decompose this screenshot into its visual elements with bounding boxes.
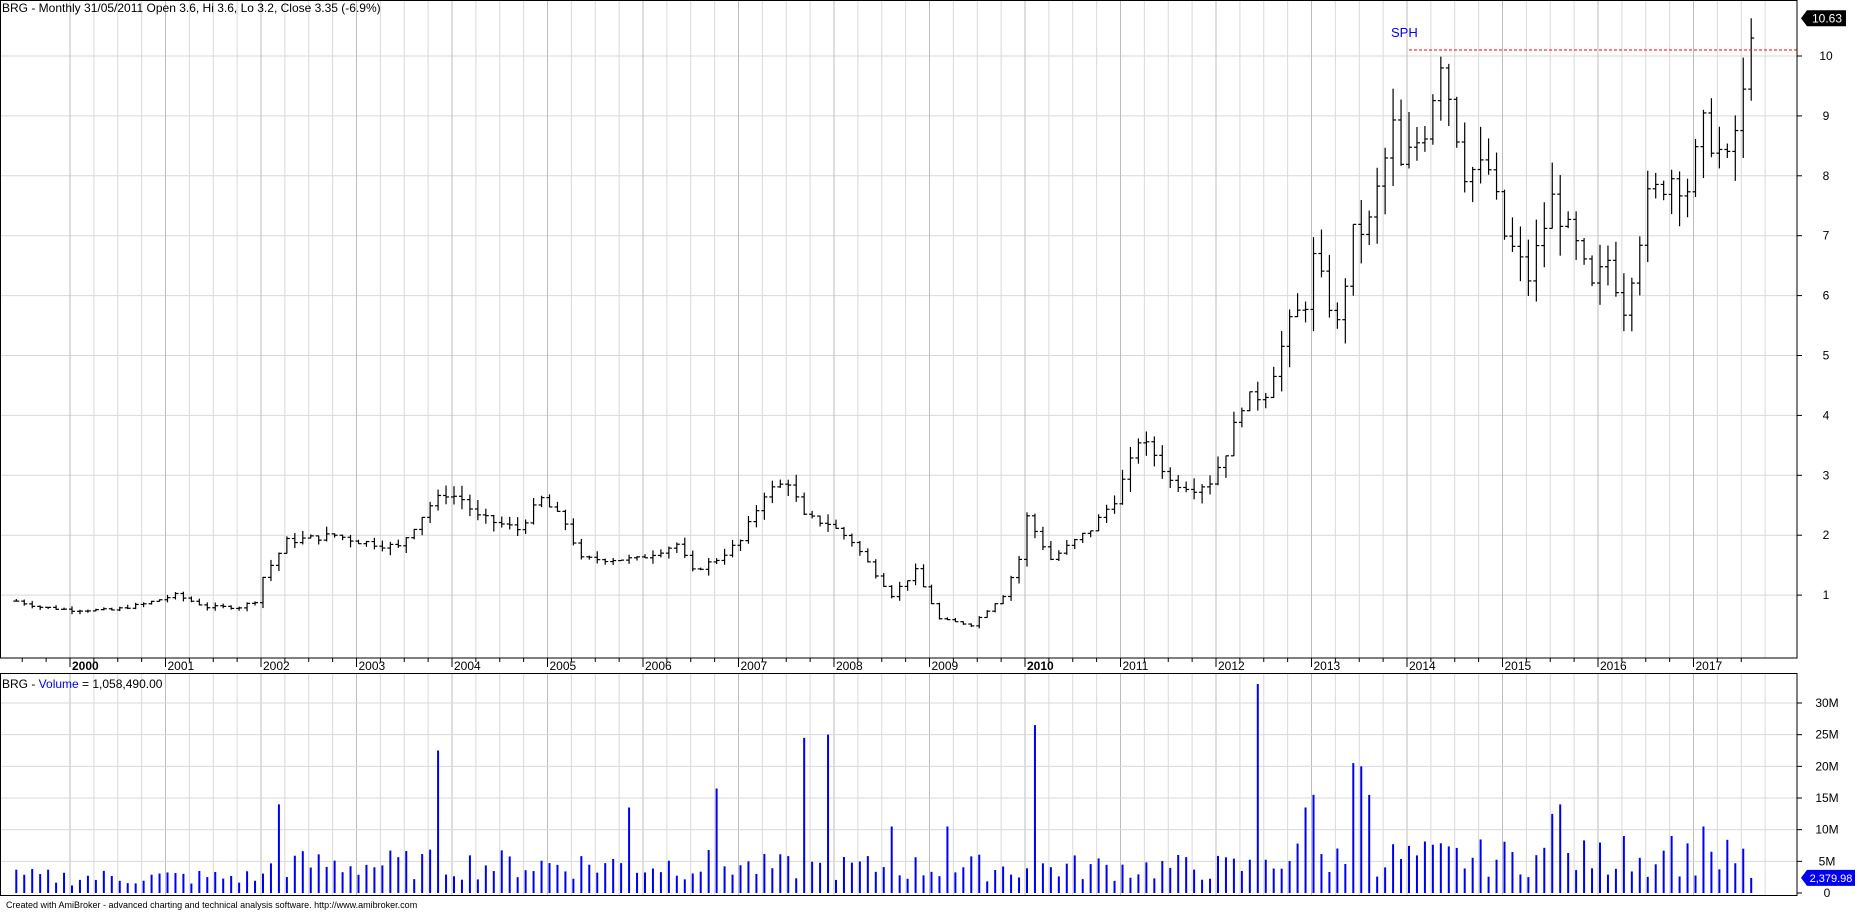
footer-credit: Created with AmiBroker - advanced charti… <box>6 900 418 910</box>
price-axis-label: 3 <box>1823 468 1830 482</box>
volume-prefix: BRG - <box>2 677 39 691</box>
price-pane-title: BRG - Monthly 31/05/2011 Open 3.6, Hi 3.… <box>2 1 381 15</box>
year-axis-label: 2002 <box>263 659 290 673</box>
volume-value: = 1,058,490.00 <box>78 677 163 691</box>
volume-bars <box>15 684 1753 893</box>
price-axis-label: 11 <box>1820 0 1833 3</box>
year-axis-label: 2012 <box>1218 659 1245 673</box>
year-axis-label: 2011 <box>1123 659 1149 673</box>
price-axis-label: 2 <box>1823 528 1830 542</box>
year-axis-label: 2017 <box>1696 659 1723 673</box>
year-axis-label: 2008 <box>836 659 863 673</box>
year-axis-label: 2016 <box>1600 659 1627 673</box>
last-price-label: 10.63 <box>1812 11 1842 25</box>
price-axis-label: 1 <box>1823 588 1830 602</box>
year-axis-label: 2013 <box>1314 659 1341 673</box>
year-axis-label: 2009 <box>932 659 959 673</box>
price-pane-frame <box>0 0 1798 659</box>
volume-axis-label: 25M <box>1815 728 1838 742</box>
volume-axis-label: 15M <box>1815 791 1838 805</box>
year-axis-label: 2001 <box>168 659 195 673</box>
price-axis-label: 7 <box>1823 229 1830 243</box>
volume-axis-label: 5M <box>1819 854 1836 868</box>
volume-axis-label: 0 <box>1824 886 1831 900</box>
year-axis-label: 2014 <box>1409 659 1436 673</box>
year-axis-label: 2003 <box>359 659 386 673</box>
volume-axis-label: 30M <box>1815 696 1838 710</box>
price-axis-label: 10 <box>1819 49 1833 63</box>
volume-series-name: Volume <box>38 677 79 691</box>
price-axis-label: 5 <box>1823 349 1830 363</box>
year-axis-label: 2007 <box>741 659 768 673</box>
last-volume-badge <box>1801 869 1855 886</box>
price-axis-label: 9 <box>1823 109 1830 123</box>
year-axis-label: 2015 <box>1505 659 1532 673</box>
volume-axis-label: 10M <box>1815 823 1838 837</box>
price-axis-label: 4 <box>1823 408 1830 422</box>
price-axis-label: 6 <box>1823 289 1830 303</box>
price-axis-label: 8 <box>1823 169 1830 183</box>
last-volume-label: 2,379.98 <box>1810 873 1853 885</box>
year-axis-label: 2005 <box>550 659 577 673</box>
year-axis-label: 2004 <box>454 659 481 673</box>
volume-pane-title: BRG - Volume = 1,058,490.00 <box>2 677 162 691</box>
year-axis-label: 2006 <box>645 659 672 673</box>
volume-axis-label: 20M <box>1815 759 1838 773</box>
year-axis-label: 2000 <box>72 659 99 673</box>
year-axis-label: 2010 <box>1027 659 1054 673</box>
price-bars: SPH <box>13 18 1797 629</box>
grid-lines <box>1 1 1797 895</box>
last-price-badge <box>1801 10 1846 27</box>
sph-annotation: SPH <box>1391 25 1418 40</box>
volume-pane-frame <box>0 673 1798 896</box>
